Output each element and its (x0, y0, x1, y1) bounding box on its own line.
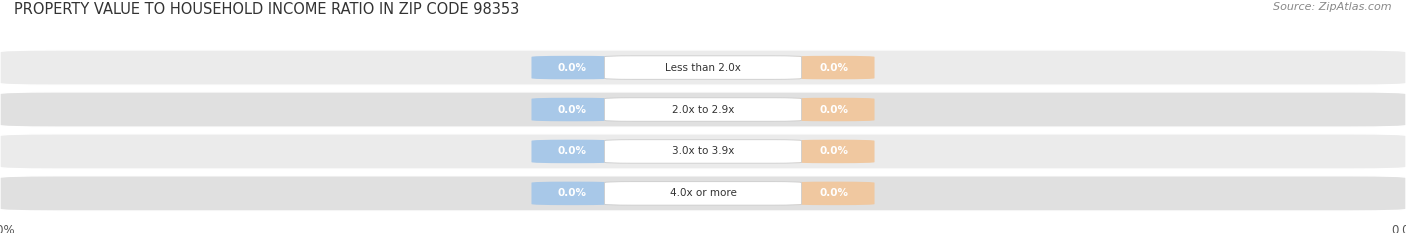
Text: 4.0x or more: 4.0x or more (669, 188, 737, 198)
FancyBboxPatch shape (793, 56, 875, 79)
Text: 0.0%: 0.0% (558, 147, 586, 156)
Text: 0.0%: 0.0% (820, 105, 848, 114)
FancyBboxPatch shape (531, 56, 613, 79)
Text: Source: ZipAtlas.com: Source: ZipAtlas.com (1274, 2, 1392, 12)
Text: 0.0%: 0.0% (820, 188, 848, 198)
FancyBboxPatch shape (605, 56, 801, 79)
FancyBboxPatch shape (531, 140, 613, 163)
FancyBboxPatch shape (605, 98, 801, 121)
Text: PROPERTY VALUE TO HOUSEHOLD INCOME RATIO IN ZIP CODE 98353: PROPERTY VALUE TO HOUSEHOLD INCOME RATIO… (14, 2, 519, 17)
FancyBboxPatch shape (605, 140, 801, 163)
Text: 2.0x to 2.9x: 2.0x to 2.9x (672, 105, 734, 114)
Text: 0.0%: 0.0% (820, 63, 848, 72)
FancyBboxPatch shape (0, 50, 1406, 85)
FancyBboxPatch shape (531, 182, 613, 205)
Text: Less than 2.0x: Less than 2.0x (665, 63, 741, 72)
Text: 3.0x to 3.9x: 3.0x to 3.9x (672, 147, 734, 156)
FancyBboxPatch shape (0, 176, 1406, 211)
FancyBboxPatch shape (793, 140, 875, 163)
Text: 0.0%: 0.0% (558, 63, 586, 72)
Text: 0.0%: 0.0% (820, 147, 848, 156)
Text: 0.0%: 0.0% (558, 105, 586, 114)
FancyBboxPatch shape (0, 134, 1406, 169)
Text: 0.0%: 0.0% (558, 188, 586, 198)
FancyBboxPatch shape (531, 98, 613, 121)
FancyBboxPatch shape (0, 92, 1406, 127)
FancyBboxPatch shape (793, 182, 875, 205)
FancyBboxPatch shape (793, 98, 875, 121)
FancyBboxPatch shape (605, 182, 801, 205)
